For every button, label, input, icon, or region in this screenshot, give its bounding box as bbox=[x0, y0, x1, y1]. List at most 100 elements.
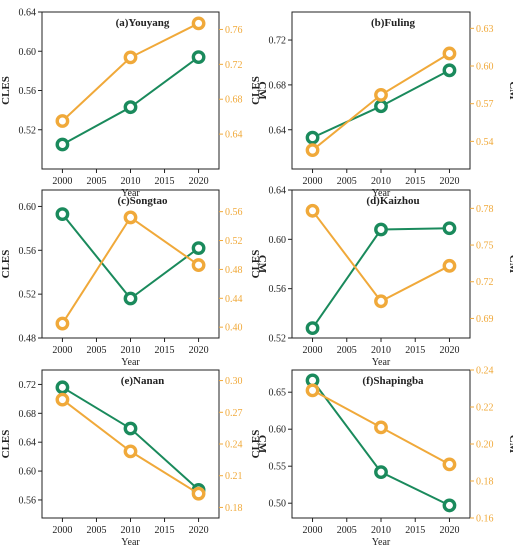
y2-axis-label: CM bbox=[256, 81, 268, 100]
y-tick-label: 0.56 bbox=[19, 495, 37, 506]
y2-tick-label: 0.40 bbox=[225, 323, 243, 334]
data-point-cles bbox=[191, 241, 206, 256]
panel-title: (f)Shapingba bbox=[362, 375, 424, 387]
panel-title: (c)Songtao bbox=[117, 195, 168, 207]
y-tick-label: 0.60 bbox=[19, 467, 37, 478]
x-tick-label: 2000 bbox=[303, 525, 323, 536]
y-axis-label: CLES bbox=[250, 250, 262, 279]
data-point-cm bbox=[55, 114, 70, 128]
data-point-cm bbox=[305, 383, 320, 398]
x-tick-label: 2010 bbox=[121, 525, 141, 536]
y2-tick-label: 0.22 bbox=[476, 403, 494, 414]
data-point-cm bbox=[191, 258, 206, 272]
y2-tick-label: 0.76 bbox=[225, 25, 243, 36]
data-point-cles bbox=[374, 465, 388, 480]
y2-tick-label: 0.18 bbox=[225, 503, 243, 514]
data-point-cles bbox=[374, 222, 388, 237]
y-tick-label: 0.56 bbox=[19, 86, 37, 97]
data-point-cm bbox=[55, 392, 70, 407]
y-tick-label: 0.60 bbox=[19, 47, 37, 58]
y2-tick-label: 0.52 bbox=[225, 236, 243, 247]
data-point-cm bbox=[123, 210, 138, 225]
panel-title: (a)Youyang bbox=[116, 17, 170, 29]
data-point-cles bbox=[442, 498, 457, 513]
y2-axis-label: CM bbox=[507, 81, 513, 100]
y2-tick-label: 0.75 bbox=[476, 241, 494, 252]
x-tick-label: 2020 bbox=[189, 345, 209, 356]
x-tick-label: 2000 bbox=[303, 176, 323, 187]
x-tick-label: 2020 bbox=[439, 176, 459, 187]
y2-tick-label: 0.64 bbox=[225, 130, 243, 141]
x-tick-label: 2010 bbox=[121, 176, 141, 187]
y2-axis-label: CM bbox=[507, 255, 513, 274]
y2-axis-label: CM bbox=[507, 435, 513, 454]
y-tick-label: 0.68 bbox=[19, 409, 37, 420]
data-point-cm bbox=[442, 46, 457, 61]
y2-axis-label: CM bbox=[256, 255, 268, 274]
y2-tick-label: 0.16 bbox=[476, 514, 494, 525]
y-tick-label: 0.56 bbox=[269, 284, 287, 295]
series-line-cles bbox=[311, 227, 450, 329]
x-tick-label: 2005 bbox=[337, 525, 357, 536]
y-axis-label: CLES bbox=[0, 430, 12, 459]
y2-tick-label: 0.20 bbox=[476, 440, 494, 451]
data-point-cles bbox=[305, 321, 320, 336]
series-line-cles bbox=[311, 379, 450, 507]
data-point-cm bbox=[55, 316, 70, 331]
x-tick-label: 2000 bbox=[52, 345, 72, 356]
data-point-cm bbox=[305, 143, 320, 158]
y-tick-label: 0.60 bbox=[269, 425, 287, 436]
x-tick-label: 2000 bbox=[52, 176, 72, 187]
data-point-cm bbox=[191, 16, 206, 31]
y2-tick-label: 0.21 bbox=[225, 471, 243, 482]
x-tick-label: 2015 bbox=[155, 345, 175, 356]
x-tick-label: 2000 bbox=[52, 525, 72, 536]
y-tick-label: 0.60 bbox=[19, 202, 37, 213]
y-tick-label: 0.56 bbox=[19, 246, 37, 257]
series-line-cles bbox=[61, 213, 200, 300]
x-tick-label: 2015 bbox=[155, 525, 175, 536]
y2-tick-label: 0.24 bbox=[225, 440, 243, 451]
y2-tick-label: 0.48 bbox=[225, 265, 243, 276]
data-point-cles bbox=[55, 207, 70, 222]
series-line-cm bbox=[61, 215, 200, 325]
y-tick-label: 0.48 bbox=[19, 334, 37, 345]
x-tick-label: 2010 bbox=[371, 525, 391, 536]
y2-tick-label: 0.56 bbox=[225, 207, 243, 218]
x-axis-label: Year bbox=[372, 537, 391, 548]
x-tick-label: 2020 bbox=[439, 345, 459, 356]
x-tick-label: 2000 bbox=[303, 345, 323, 356]
y2-tick-label: 0.63 bbox=[476, 24, 494, 35]
data-point-cm bbox=[374, 420, 388, 435]
y2-tick-label: 0.54 bbox=[476, 137, 494, 148]
x-tick-label: 2010 bbox=[371, 345, 391, 356]
y-tick-label: 0.64 bbox=[19, 438, 37, 449]
data-point-cles bbox=[123, 100, 138, 115]
y2-tick-label: 0.30 bbox=[225, 376, 243, 387]
x-tick-label: 2005 bbox=[337, 176, 357, 187]
panel-3: 2000 2005 2010 2015 2020 0.48 0.52 0.56 0.60 0.40… bbox=[0, 189, 268, 368]
y-tick-label: 0.50 bbox=[269, 499, 287, 510]
x-tick-label: 2005 bbox=[86, 525, 106, 536]
panel-6: 2000 2005 2010 2015 2020 0.50 0.55 0.60 0.65 0.16… bbox=[250, 366, 513, 549]
y-tick-label: 0.52 bbox=[19, 125, 37, 136]
y-tick-label: 0.60 bbox=[269, 235, 287, 246]
x-tick-label: 2015 bbox=[155, 176, 175, 187]
data-point-cles bbox=[123, 291, 138, 306]
x-axis-label: Year bbox=[372, 188, 391, 199]
data-point-cm bbox=[123, 444, 138, 459]
panel-1: 2000 2005 2010 2015 2020 0.52 0.56 0.60 0.64 0.64… bbox=[0, 8, 268, 200]
y-tick-label: 0.72 bbox=[19, 380, 37, 391]
y-tick-label: 0.72 bbox=[269, 36, 287, 47]
data-point-cles bbox=[442, 221, 457, 236]
x-axis-label: Year bbox=[121, 537, 140, 548]
y-axis-label: CLES bbox=[250, 430, 262, 459]
x-tick-label: 2015 bbox=[405, 345, 425, 356]
data-point-cles bbox=[123, 421, 138, 436]
x-axis-label: Year bbox=[121, 357, 140, 368]
y2-tick-label: 0.72 bbox=[476, 277, 494, 288]
y-axis-label: CLES bbox=[0, 250, 12, 279]
x-tick-label: 2020 bbox=[189, 176, 209, 187]
y-tick-label: 0.55 bbox=[269, 462, 287, 473]
x-tick-label: 2015 bbox=[405, 176, 425, 187]
